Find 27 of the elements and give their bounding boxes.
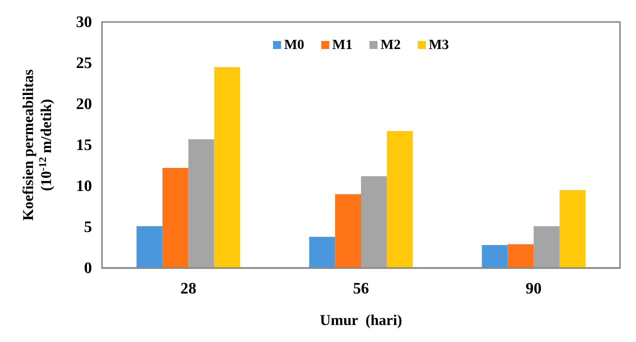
bar — [361, 176, 387, 268]
bar — [136, 226, 162, 268]
x-tick-label: 28 — [180, 280, 196, 298]
x-tick-label: 90 — [526, 280, 542, 298]
legend-label: M3 — [428, 38, 449, 53]
y-tick-label: 25 — [76, 55, 92, 72]
bar — [482, 245, 508, 268]
bar — [309, 236, 336, 268]
bar — [534, 226, 560, 268]
legend-label: M1 — [332, 38, 352, 53]
bar — [560, 190, 586, 268]
y-tick-label: 5 — [84, 219, 92, 236]
legend-label: M0 — [284, 38, 304, 53]
y-tick-label: 10 — [76, 178, 92, 196]
bar — [188, 139, 214, 268]
y-tick-label: 15 — [76, 137, 92, 154]
bar — [162, 168, 188, 268]
bar — [335, 194, 361, 268]
bar — [386, 131, 413, 268]
bar — [508, 244, 534, 268]
bar — [214, 67, 240, 268]
x-tick-label: 56 — [353, 280, 369, 298]
y-tick-label: 0 — [84, 260, 92, 278]
y-tick-label: 20 — [76, 96, 92, 114]
legend-label: M2 — [380, 38, 401, 53]
x-axis-title: Umur (hari) — [320, 313, 402, 329]
y-tick-label: 30 — [76, 14, 92, 32]
